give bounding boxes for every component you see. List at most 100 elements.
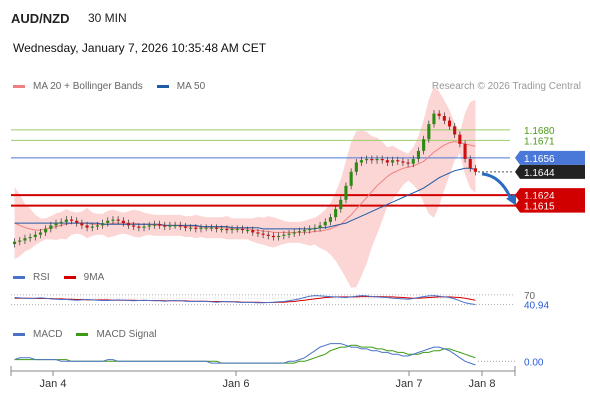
candle-body xyxy=(230,228,234,231)
macd-legend: MACD MACD Signal xyxy=(13,329,170,340)
level-label-1.1615: 1.1615 xyxy=(524,202,555,213)
candle-body xyxy=(173,225,177,227)
candle-body xyxy=(406,162,410,164)
candle-body xyxy=(33,234,37,237)
candle-body xyxy=(111,219,115,221)
candle-body xyxy=(90,226,94,228)
candle-body xyxy=(204,227,208,229)
candle-body xyxy=(38,232,42,235)
macd-legend-swatch xyxy=(13,333,25,336)
candle-body xyxy=(28,237,32,239)
rsi-legend-swatch xyxy=(13,276,25,279)
candle-body xyxy=(375,159,379,161)
ma20-legend-swatch xyxy=(13,85,25,88)
candle-body xyxy=(437,113,441,116)
macd-line xyxy=(14,343,476,366)
macd-signal-legend-label: MACD Signal xyxy=(96,329,157,340)
candle-body xyxy=(391,160,395,163)
candle-body xyxy=(132,225,136,227)
candle-body xyxy=(70,219,74,221)
candle-body xyxy=(401,161,405,163)
candle-body xyxy=(427,124,431,140)
candle-body xyxy=(370,159,374,161)
ma50-legend-swatch xyxy=(156,85,169,88)
candle-body xyxy=(168,225,172,227)
level-label-1.1656: 1.1656 xyxy=(524,154,555,165)
candle-body xyxy=(448,120,452,127)
x-tick-label: Jan 8 xyxy=(469,378,496,390)
rsi-line xyxy=(14,295,476,305)
level-label-1.1680: 1.1680 xyxy=(524,126,555,137)
candle-body xyxy=(137,226,141,228)
forecast-arrowhead xyxy=(506,193,516,206)
candle-body xyxy=(282,234,286,236)
price-legend: MA 20 + Bollinger Bands MA 50 xyxy=(13,81,219,92)
candle-body xyxy=(101,223,105,226)
candle-body xyxy=(354,162,358,172)
candle-body xyxy=(271,235,275,238)
candle-body xyxy=(116,219,120,221)
candle-body xyxy=(256,232,260,234)
candle-body xyxy=(235,228,239,230)
candle-body xyxy=(209,227,213,229)
candle-body xyxy=(328,217,332,222)
candle-body xyxy=(365,159,369,161)
candle-body xyxy=(344,185,348,200)
candle-body xyxy=(49,225,53,229)
candle-body xyxy=(251,230,255,233)
candle-body xyxy=(339,199,343,210)
candle-body xyxy=(75,220,79,223)
bollinger-band xyxy=(14,86,476,288)
candle-body xyxy=(54,223,58,226)
level-tag-1.1644 xyxy=(515,164,585,179)
candle-body xyxy=(220,228,224,230)
candle-body xyxy=(106,220,110,223)
rsi-ma9-legend-label: 9MA xyxy=(83,272,105,283)
candle-body xyxy=(215,227,219,229)
candle-body xyxy=(422,139,426,151)
timeframe-label: 30 MIN xyxy=(88,11,127,25)
rsi-legend: RSI 9MA xyxy=(13,272,118,283)
candle-body xyxy=(292,232,296,234)
candle-body xyxy=(95,225,99,227)
candle-body xyxy=(18,240,22,242)
research-credit: Research © 2026 Trading Central xyxy=(431,81,581,92)
candle-body xyxy=(349,171,353,186)
candle-body xyxy=(126,223,130,226)
candle-body xyxy=(308,228,312,231)
x-tick-label: Jan 4 xyxy=(40,378,67,390)
candle-body xyxy=(359,160,363,163)
candle-body xyxy=(199,227,203,229)
candle-body xyxy=(468,159,472,169)
candle-body xyxy=(453,126,457,135)
rsi-ma9-legend-swatch xyxy=(63,276,76,279)
ma50-line xyxy=(14,167,476,230)
candle-body xyxy=(142,226,146,228)
candle-body xyxy=(432,113,436,125)
candle-body xyxy=(287,233,291,235)
level-label-1.1671: 1.1671 xyxy=(524,136,555,147)
level-tag-1.1656 xyxy=(515,150,585,165)
level-tag-1.1615 xyxy=(515,198,585,213)
candle-body xyxy=(147,225,151,227)
candle-body xyxy=(225,228,229,231)
candle-body xyxy=(121,220,125,223)
candle-body xyxy=(411,159,415,164)
level-label-1.1624: 1.1624 xyxy=(524,191,555,202)
candle-body xyxy=(458,134,462,144)
candle-body xyxy=(85,225,89,228)
candle-body xyxy=(297,231,301,233)
datetime-label: Wednesday, January 7, 2026 10:35:48 AM C… xyxy=(13,41,267,55)
candle-body xyxy=(178,225,182,227)
macd-legend-label: MACD xyxy=(33,329,63,340)
macd-signal-line xyxy=(14,344,476,364)
ma50-legend-label: MA 50 xyxy=(176,81,206,92)
candle-body xyxy=(64,219,68,222)
candle-body xyxy=(313,227,317,229)
candle-body xyxy=(323,221,327,226)
x-tick-label: Jan 7 xyxy=(396,378,423,390)
candle-body xyxy=(189,227,193,229)
forecast-arrow xyxy=(481,172,514,203)
